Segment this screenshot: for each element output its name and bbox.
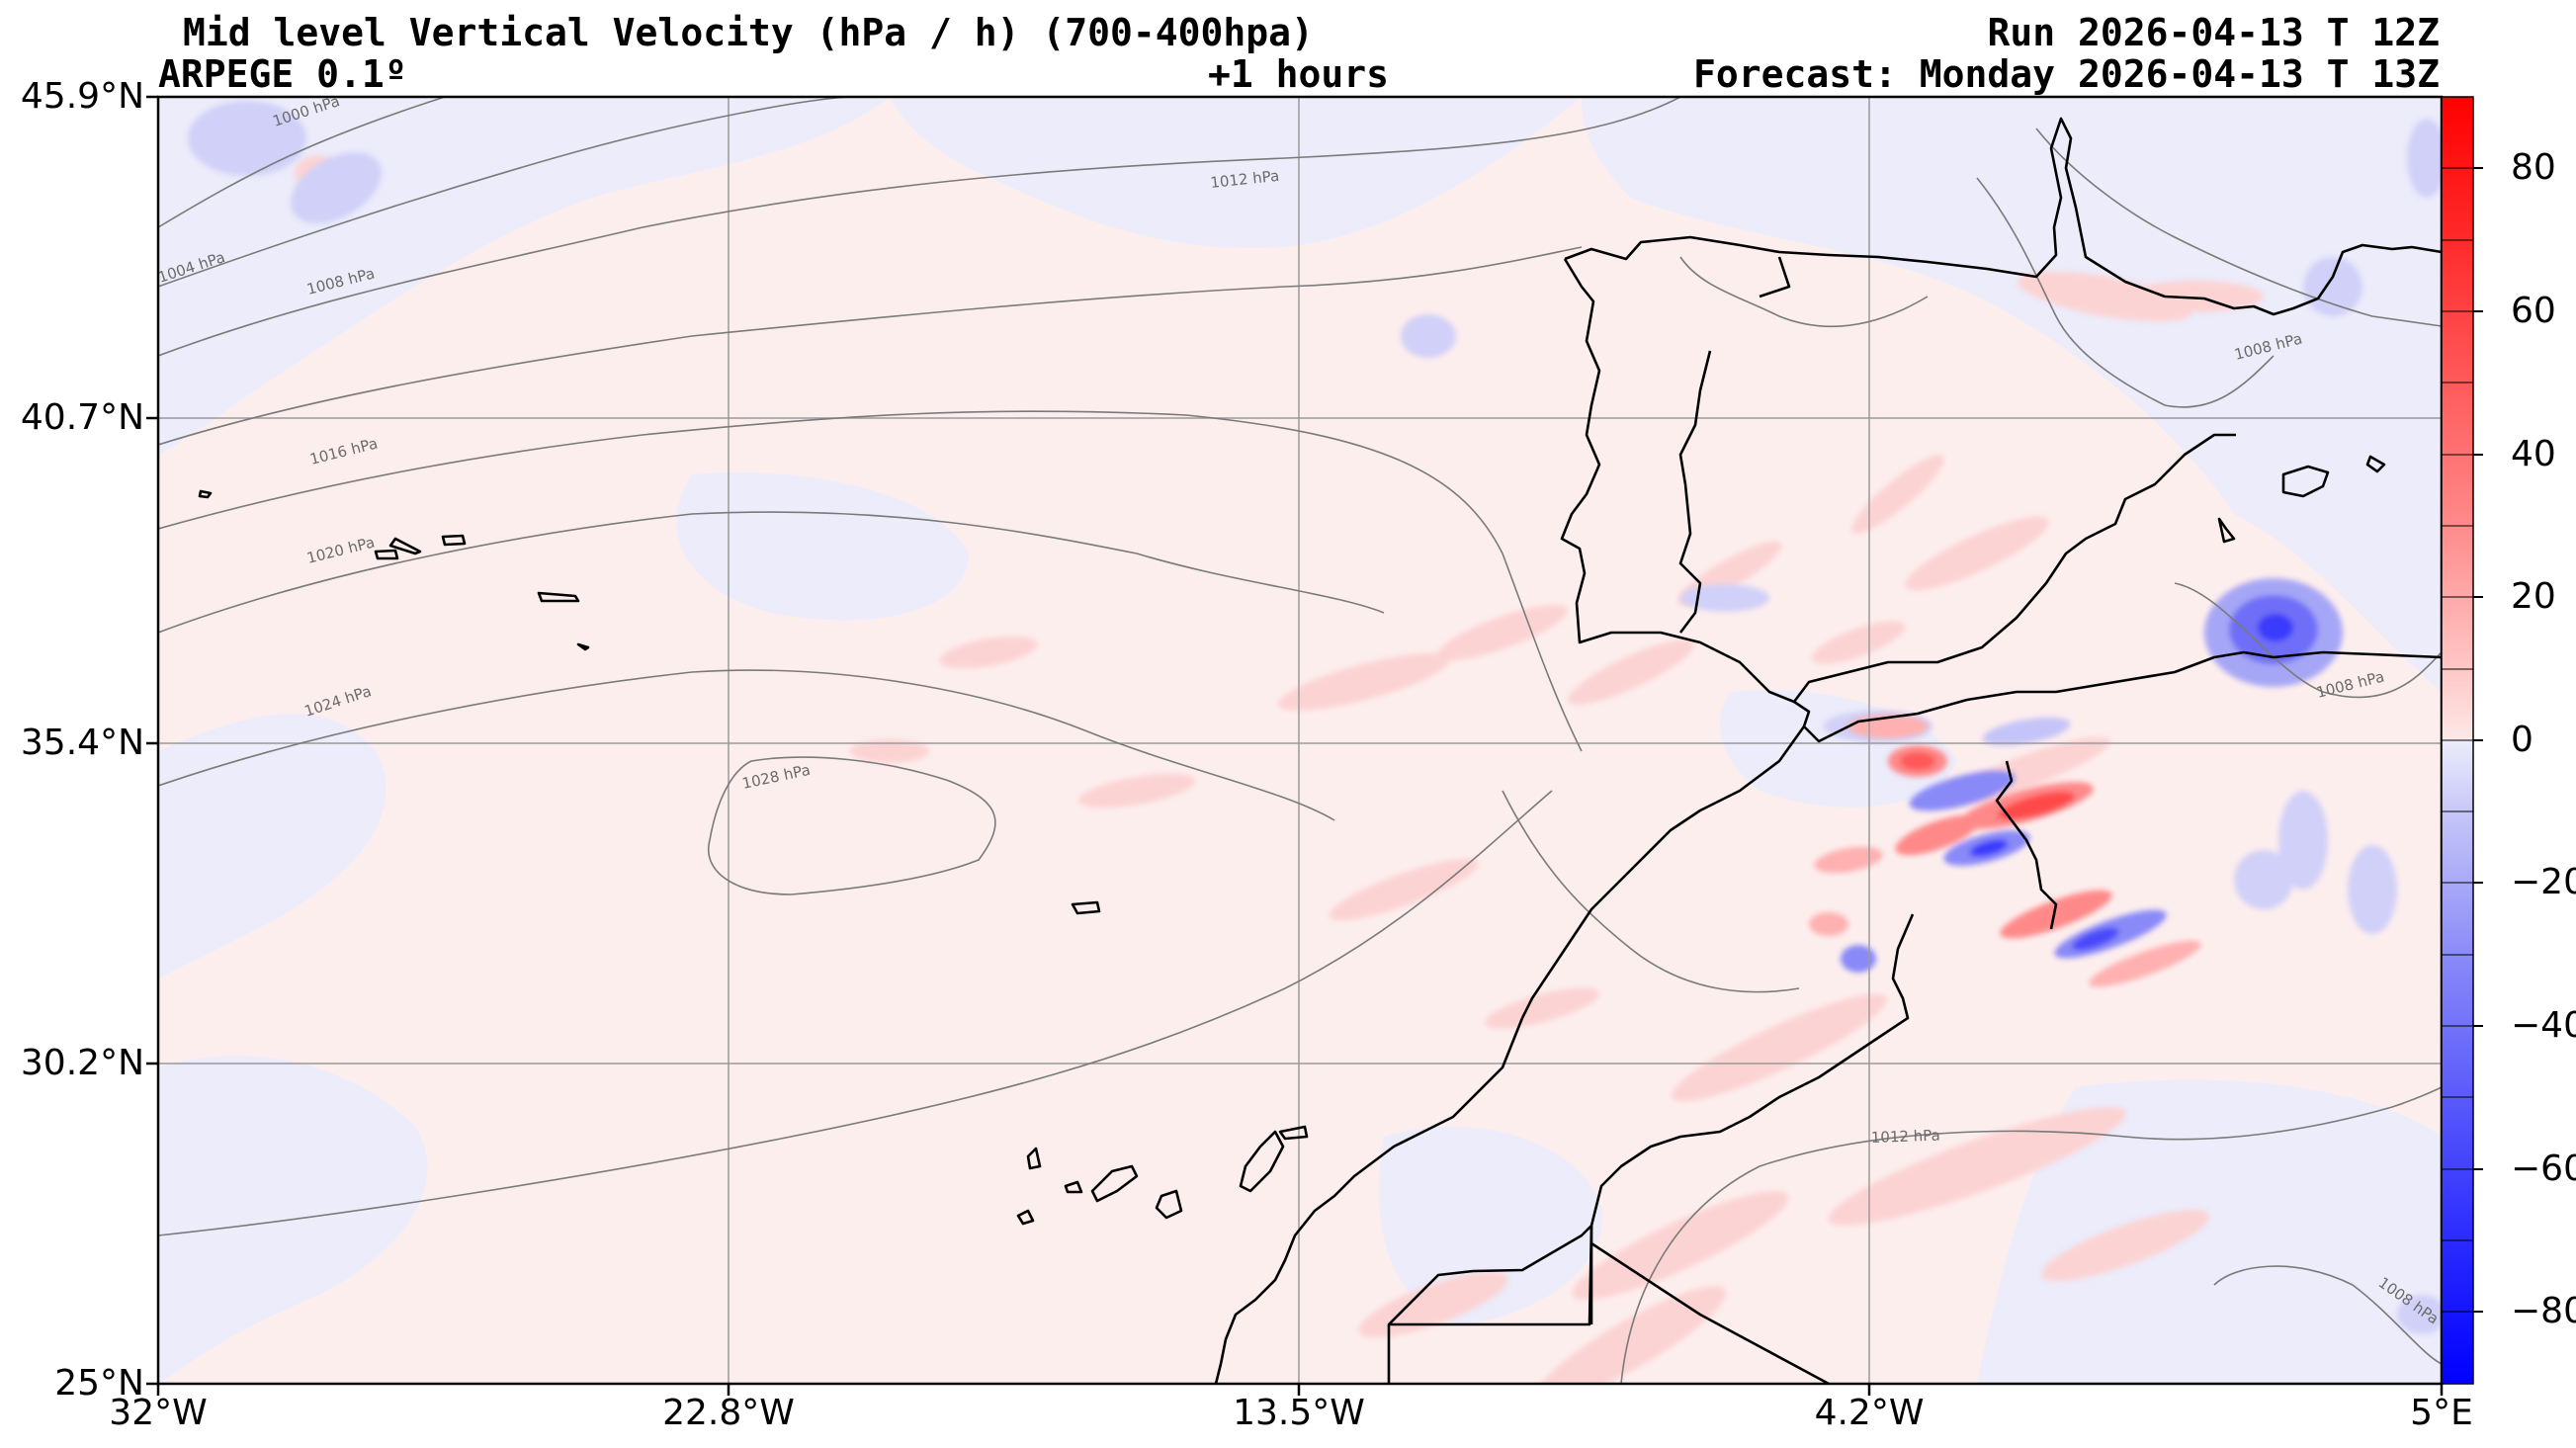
lon-label: 22.8°W bbox=[662, 1393, 795, 1433]
colorbar-label: −40 bbox=[2511, 1005, 2576, 1046]
graticule bbox=[158, 97, 2442, 1384]
lat-label: 35.4°N bbox=[20, 723, 144, 763]
colorbar-label: 0 bbox=[2511, 720, 2533, 760]
lon-label: 13.5°W bbox=[1233, 1393, 1365, 1433]
velocity-field bbox=[158, 97, 2442, 1384]
lon-label: 5°E bbox=[2410, 1393, 2473, 1433]
lon-label: 4.2°W bbox=[1814, 1393, 1925, 1433]
colorbar-label: 60 bbox=[2511, 291, 2556, 331]
map-title: Mid level Vertical Velocity (hPa / h) (7… bbox=[183, 11, 1314, 54]
isobar-lines bbox=[158, 97, 2442, 1384]
lat-label: 45.9°N bbox=[20, 76, 144, 117]
colorbar-label: −80 bbox=[2511, 1291, 2576, 1331]
coastlines bbox=[198, 117, 2443, 1386]
colorbar-label: −20 bbox=[2511, 862, 2576, 902]
colorbar-label: 20 bbox=[2511, 576, 2556, 617]
colorbar-label: 80 bbox=[2511, 147, 2556, 188]
forecast-label: Forecast: Monday 2026-04-13 T 13Z bbox=[1693, 52, 2440, 96]
lat-label: 30.2°N bbox=[20, 1043, 144, 1083]
colorbar-label: −60 bbox=[2511, 1149, 2576, 1189]
model-label: ARPEGE 0.1º bbox=[158, 52, 407, 96]
run-label: Run 2026-04-13 T 12Z bbox=[1987, 11, 2440, 54]
isobar-label: 1012 hPa bbox=[1871, 1127, 1941, 1147]
axis-ticks bbox=[146, 95, 2444, 1396]
lat-label: 25°N bbox=[54, 1363, 144, 1404]
colorbar-label: 40 bbox=[2511, 434, 2556, 474]
lead-time-label: +1 hours bbox=[1208, 52, 1390, 96]
lat-label: 40.7°N bbox=[20, 397, 144, 438]
lon-label: 32°W bbox=[109, 1393, 208, 1433]
colorbar bbox=[2441, 96, 2483, 1385]
